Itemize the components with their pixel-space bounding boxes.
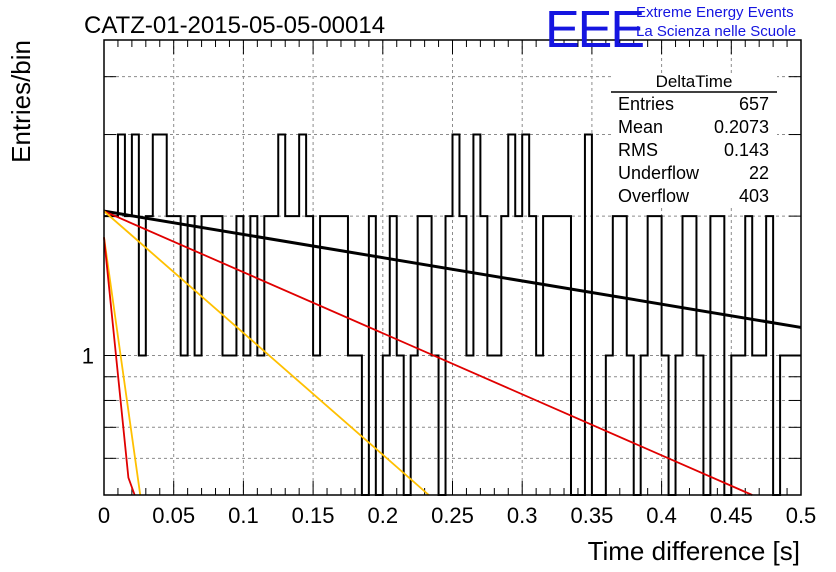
stats-row-label: Overflow — [618, 186, 690, 206]
logo-subtitle: Extreme Energy Events La Scienza nelle S… — [636, 3, 796, 41]
y-axis-label: Entries/bin — [6, 40, 36, 163]
fit-line — [103, 237, 136, 496]
y-tick-labels: 1 — [82, 344, 94, 369]
x-tick-label: 0.35 — [570, 503, 613, 528]
stats-row-label: RMS — [618, 140, 658, 160]
x-tick-label: 0.05 — [152, 503, 195, 528]
y-tick-label: 1 — [82, 344, 94, 369]
stats-box-title: DeltaTime — [656, 72, 733, 91]
x-tick-label: 0 — [98, 503, 110, 528]
stats-row-value: 0.2073 — [714, 117, 769, 137]
stats-box-background — [611, 75, 777, 207]
fit-line — [103, 210, 753, 496]
x-tick-label: 0.3 — [507, 503, 538, 528]
fit-lines — [103, 209, 802, 496]
logo-line-2: La Scienza nelle Scuole — [636, 23, 797, 40]
stats-row-value: 657 — [739, 94, 769, 114]
fit-line — [103, 237, 142, 496]
stats-rows: Entries 657 Mean 0.2073 RMS 0.143 Underflow 22 O… — [618, 94, 769, 206]
stats-row-value: 0.143 — [724, 140, 769, 160]
x-tick-label: 0.5 — [786, 503, 817, 528]
x-tick-label: 0.4 — [646, 503, 677, 528]
chart-title: CATZ-01-2015-05-05-00014 — [84, 12, 385, 39]
plot-frame — [103, 39, 802, 496]
x-axis-label: Time difference [s] — [588, 536, 800, 566]
histogram-step-line — [104, 133, 801, 496]
x-tick-label: 0.45 — [710, 503, 753, 528]
x-tick-label: 0.25 — [431, 503, 474, 528]
stats-row-label: Mean — [618, 117, 663, 137]
eee-logo: EEE — [545, 1, 645, 59]
histogram-series — [104, 133, 801, 496]
fit-line — [103, 210, 430, 496]
stats-row-label: Entries — [618, 94, 674, 114]
x-tick-label: 0.1 — [228, 503, 259, 528]
logo-line-1: Extreme Energy Events — [636, 4, 794, 21]
x-tick-labels: 0 0.05 0.1 0.15 0.2 0.25 0.3 0.35 0.4 0.45 0.5 — [98, 503, 816, 528]
fit-line — [103, 209, 802, 329]
stats-row-value: 22 — [749, 163, 769, 183]
stats-box: DeltaTime Entries 657 Mean 0.2073 RMS 0.143 Un… — [611, 72, 777, 207]
x-tick-label: 0.2 — [368, 503, 399, 528]
stats-row-label: Underflow — [618, 163, 700, 183]
x-tick-label: 0.15 — [292, 503, 335, 528]
stats-row-value: 403 — [739, 186, 769, 206]
